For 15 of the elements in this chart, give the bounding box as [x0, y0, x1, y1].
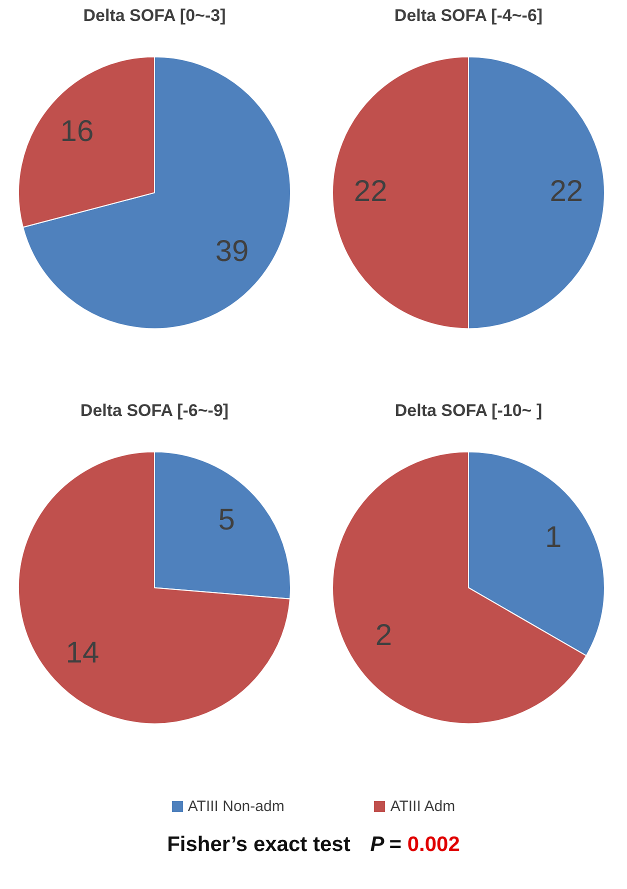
data-label: 22 [550, 174, 584, 208]
chart-title: Delta SOFA [0~-3] [83, 6, 226, 25]
data-label: 2 [375, 618, 392, 652]
data-label: 1 [544, 521, 562, 554]
chart-title: Delta SOFA [-6~-9] [80, 400, 229, 420]
data-label: 5 [218, 504, 235, 537]
data-label: 16 [60, 115, 94, 148]
chart-title: Delta SOFA [-4~-6] [394, 6, 543, 25]
data-label: 14 [66, 636, 100, 670]
chart-title: Delta SOFA [-10~ ] [394, 400, 542, 420]
legend-label: ATIII Non-adm [186, 798, 284, 815]
legend-label: ATIII Adm [389, 798, 456, 815]
data-label: 39 [215, 234, 249, 268]
text: Fisher’s exact test P = 0.002 [167, 833, 460, 856]
data-label: 22 [354, 174, 388, 208]
